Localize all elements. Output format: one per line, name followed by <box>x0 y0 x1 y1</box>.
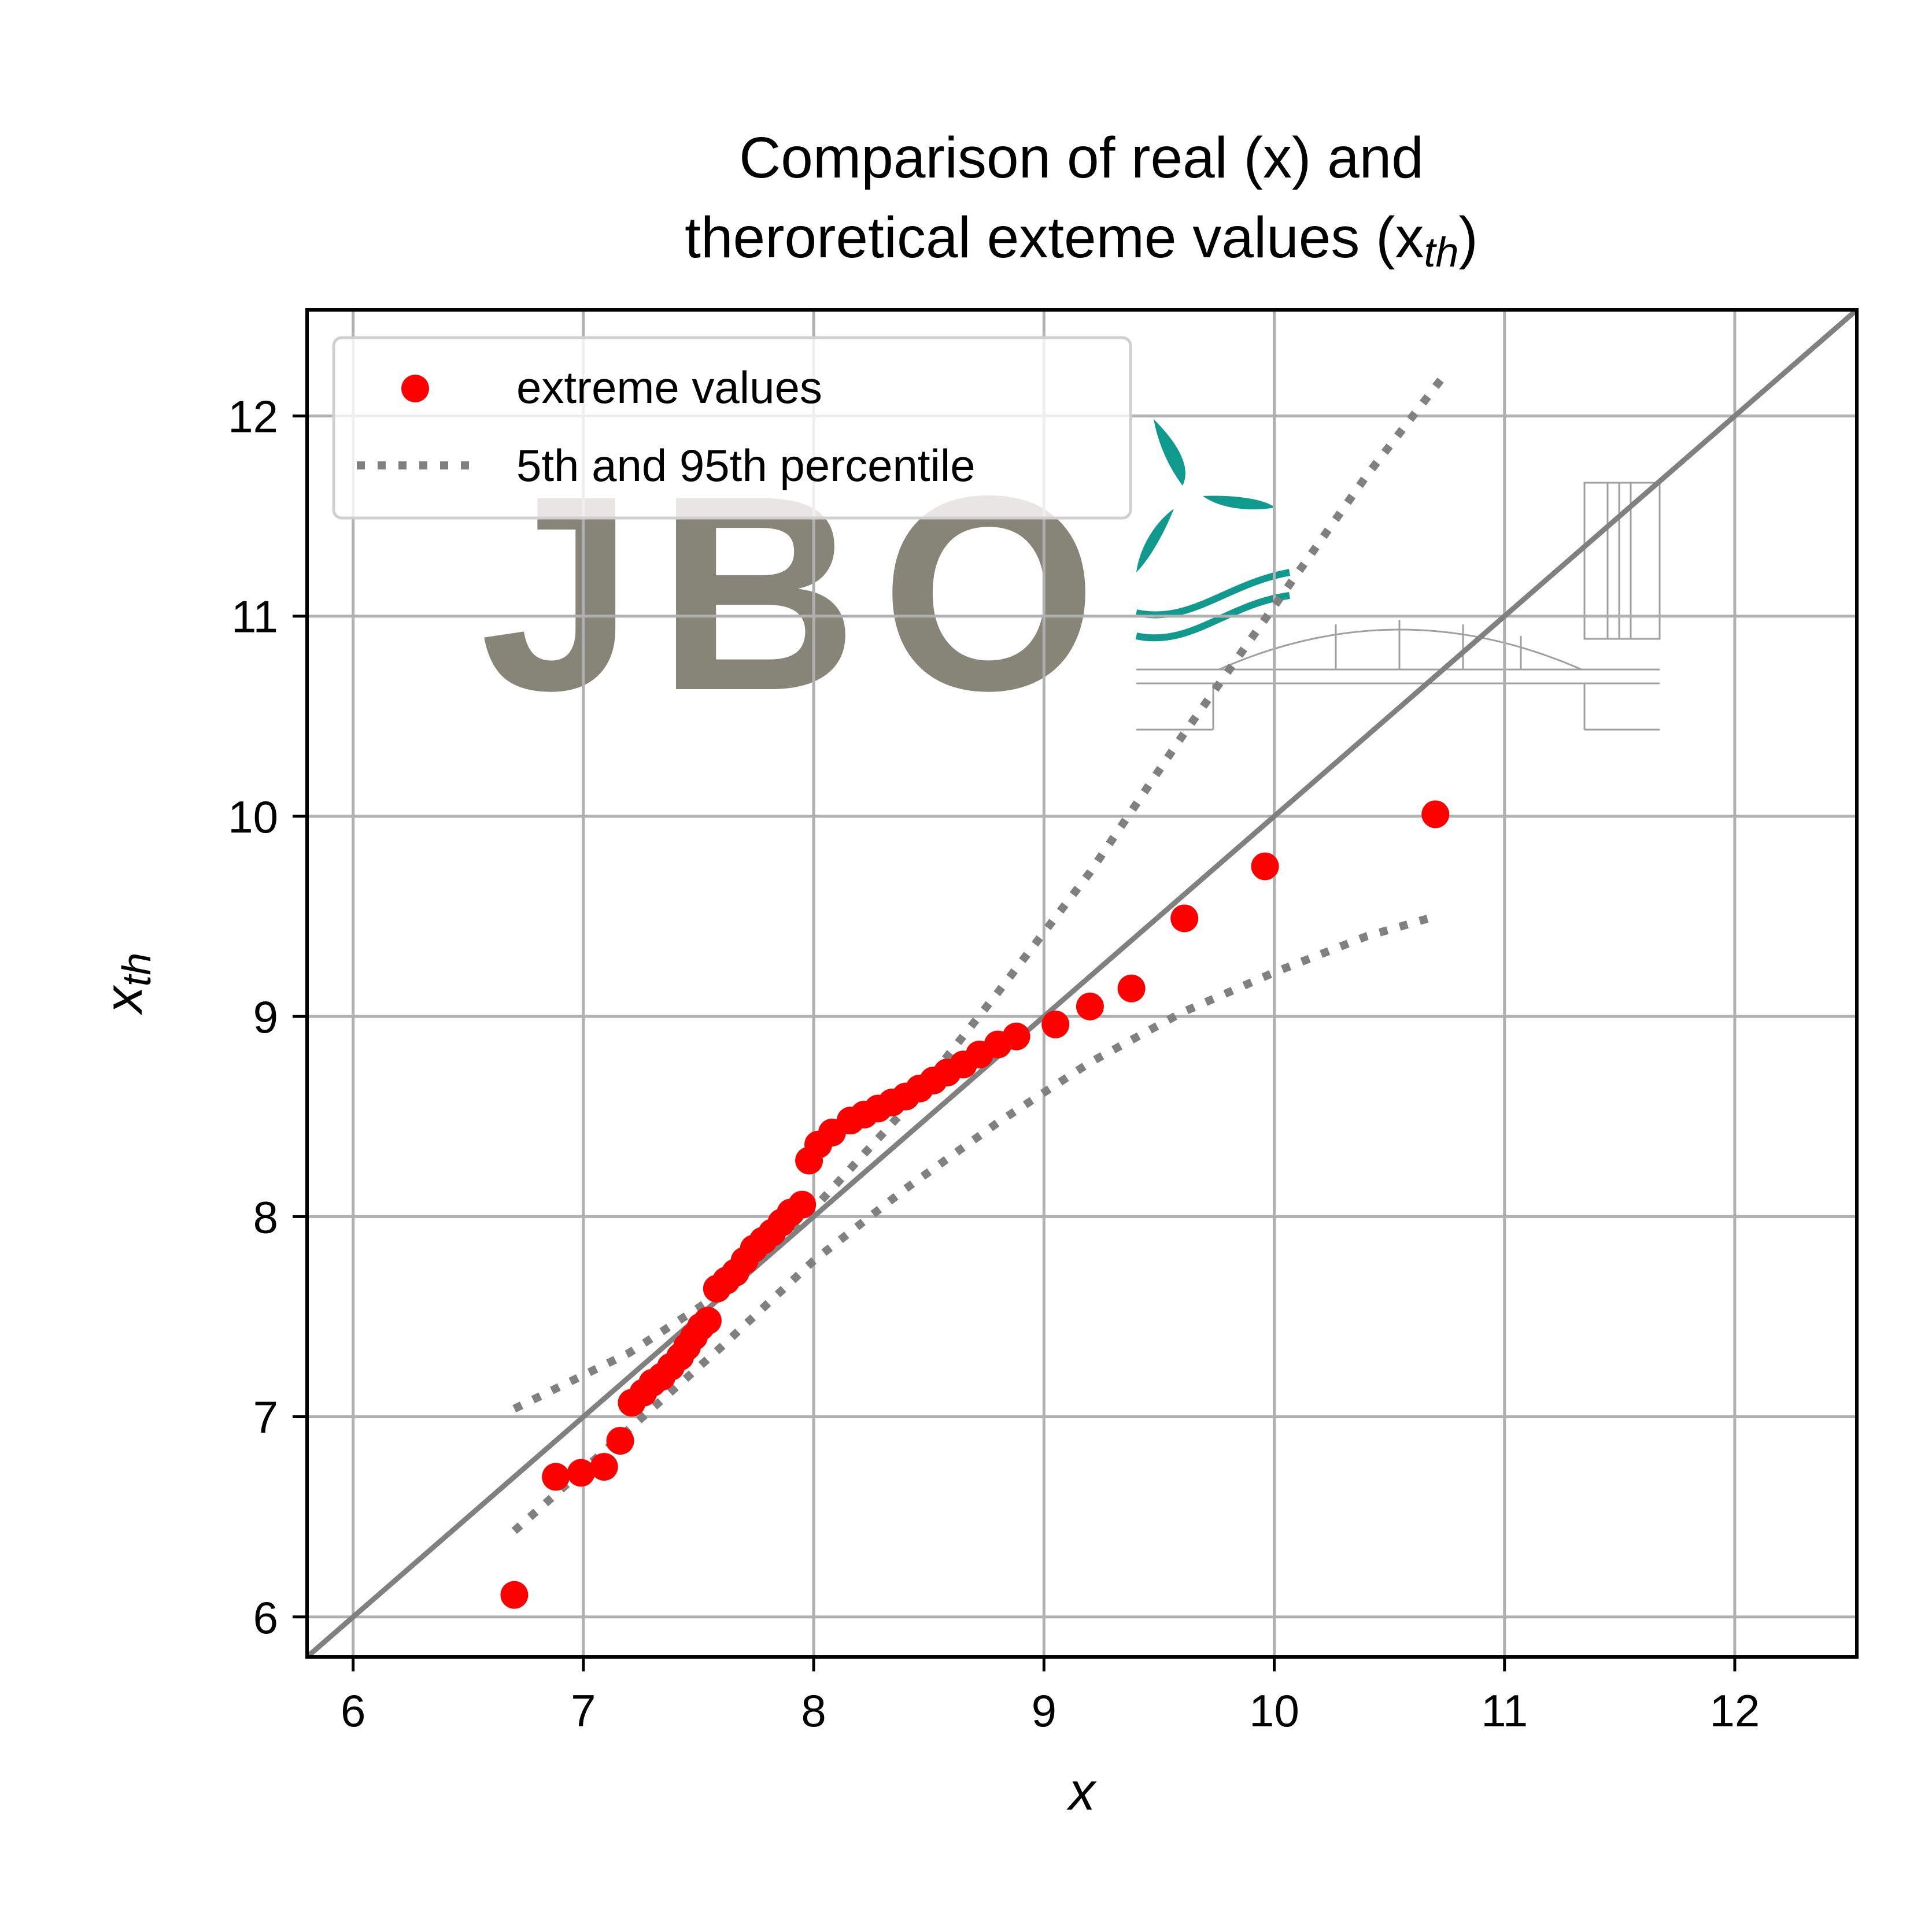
percentile-line <box>512 369 1450 1412</box>
percentile-lines-layer <box>511 369 1450 1534</box>
title-line-2-subscript: th <box>1424 230 1458 276</box>
plot-area: 6 7 8 9 10 11 12 6 7 8 9 10 11 12 <box>228 308 1859 1736</box>
data-point <box>590 1453 618 1481</box>
data-point <box>567 1459 595 1487</box>
chart-title-line-2: theroretical exteme values (xth) <box>685 205 1478 276</box>
y-axis-label: xth <box>94 953 159 1015</box>
data-point <box>693 1307 722 1335</box>
y-tick-label: 7 <box>253 1392 278 1443</box>
legend-marker-points <box>401 375 429 402</box>
data-point <box>1421 800 1450 828</box>
data-point <box>1170 904 1199 933</box>
x-tick-label: 9 <box>1032 1685 1056 1736</box>
x-tick-label: 6 <box>341 1685 365 1736</box>
x-tick-label: 12 <box>1710 1685 1760 1736</box>
y-tick-label: 12 <box>228 391 278 442</box>
data-point <box>500 1581 529 1609</box>
y-tick-label: 10 <box>228 791 278 842</box>
y-tick-label: 8 <box>253 1192 278 1242</box>
x-tick-label: 10 <box>1249 1685 1299 1736</box>
y-tick-label: 6 <box>253 1592 278 1643</box>
title-line-2-main: theroretical exteme values (x <box>685 205 1424 270</box>
reference-line-layer <box>305 308 1859 1659</box>
data-point <box>1002 1022 1030 1050</box>
y-axis-label-subscript: th <box>114 953 159 986</box>
legend-label-points: extreme values <box>516 362 822 413</box>
data-point <box>1041 1010 1070 1038</box>
data-point <box>1117 974 1146 1003</box>
ticks-layer: 6 7 8 9 10 11 12 6 7 8 9 10 11 12 <box>228 391 1760 1736</box>
legend: extreme values 5th and 95th percentile <box>332 336 1132 520</box>
reference-line-1-to-1 <box>305 308 1859 1659</box>
wave-icon <box>1135 569 1291 619</box>
legend-label-percentile: 5th and 95th percentile <box>516 440 976 491</box>
title-line-2-end: ) <box>1459 205 1478 270</box>
x-tick-label: 8 <box>801 1685 826 1736</box>
x-tick-label: 7 <box>571 1685 596 1736</box>
chart-title-line-1: Comparison of real (x) and <box>739 125 1424 190</box>
data-point <box>606 1427 634 1455</box>
percentile-line <box>511 912 1437 1534</box>
data-point <box>788 1190 817 1219</box>
turbine-blade-icon <box>1154 419 1185 486</box>
data-point <box>542 1463 570 1491</box>
y-axis-label-main: x <box>94 985 153 1015</box>
points-layer <box>500 800 1450 1609</box>
y-tick-label: 11 <box>231 591 278 642</box>
data-point <box>1251 852 1279 881</box>
wave-icon <box>1135 592 1290 642</box>
x-axis-label: x <box>1066 1762 1097 1821</box>
x-tick-label: 11 <box>1481 1685 1528 1736</box>
data-point <box>1076 992 1104 1020</box>
turbine-blade-icon <box>1136 509 1174 572</box>
y-tick-label: 9 <box>253 992 278 1042</box>
bridge-drawing-icon <box>1136 482 1661 731</box>
legend-box <box>332 336 1132 520</box>
plot-frame <box>305 308 1859 1659</box>
turbine-blade-icon <box>1203 495 1275 509</box>
